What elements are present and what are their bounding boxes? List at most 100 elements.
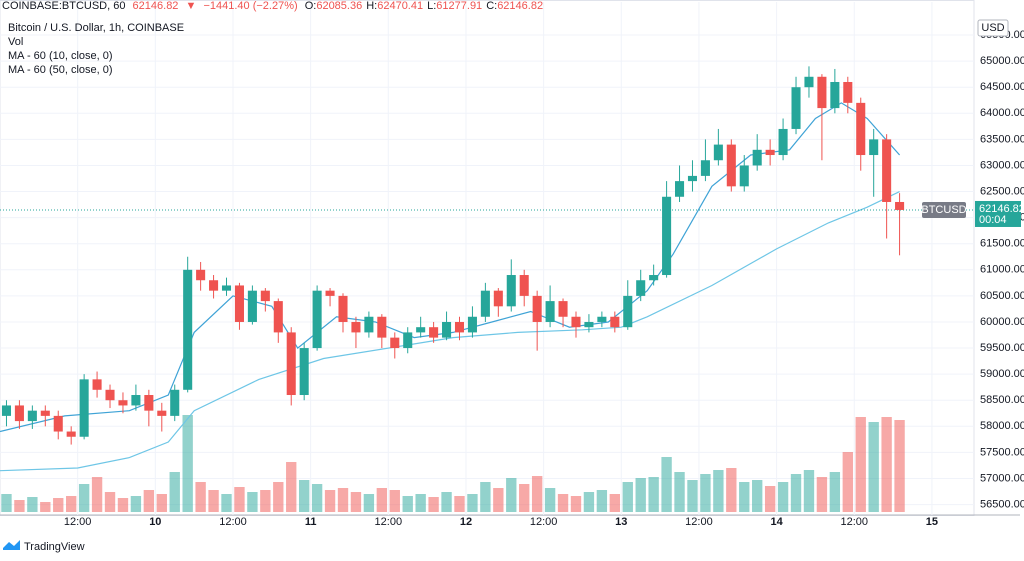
- candle-body: [92, 379, 102, 390]
- candle-body: [869, 139, 879, 156]
- volume-bar: [78, 484, 90, 512]
- candle-body: [713, 144, 723, 161]
- volume-bar: [842, 452, 853, 512]
- y-tick-label: 57000.00: [980, 472, 1024, 484]
- volume-bar: [53, 498, 64, 512]
- volume-bar: [428, 497, 439, 512]
- change: −1441.40 (−2.27%): [203, 0, 298, 12]
- y-tick-label: 59000.00: [980, 368, 1024, 380]
- candle-body: [118, 400, 128, 406]
- candle-body: [79, 379, 89, 437]
- candle-body: [623, 295, 633, 328]
- ohlc-label: L:: [427, 0, 437, 12]
- candle-body: [558, 301, 568, 317]
- legend-entry: MA - 60 (50, close, 0): [8, 64, 113, 76]
- ohlc: O:62085.36 H:62470.41 L:61277.91 C:62146.82: [305, 0, 547, 12]
- volume-bar: [635, 478, 646, 512]
- x-tick-label: 13: [615, 516, 627, 528]
- volume-bar: [91, 477, 103, 512]
- volume-bar: [506, 478, 517, 512]
- candle-body: [493, 290, 503, 307]
- volume-bar: [247, 492, 258, 512]
- ohlc-value: 62470.41: [377, 0, 424, 12]
- candle-body: [778, 128, 788, 156]
- volume-bar: [531, 476, 543, 512]
- price-tag: [975, 200, 1021, 227]
- volume-bar: [713, 470, 724, 512]
- candle-body: [830, 81, 840, 109]
- volume-bar: [829, 472, 841, 512]
- volume-bar: [286, 462, 297, 512]
- volume-bar: [208, 490, 219, 512]
- volume-bar: [156, 494, 167, 512]
- candle-body: [480, 290, 490, 317]
- candle-body: [66, 431, 76, 437]
- candle-body: [312, 290, 322, 349]
- volume-bar: [337, 488, 349, 512]
- volume-bar: [467, 494, 478, 512]
- volume-bar: [790, 474, 802, 512]
- volume-bar: [273, 482, 284, 512]
- candle-body: [403, 332, 413, 349]
- header: COINBASE:BTCUSD, 60 62146.82 ▼ −1441.40 …: [2, 0, 551, 12]
- symbol-tag-label: BTCUSD: [921, 204, 966, 216]
- candle-body: [221, 285, 232, 291]
- volume-bar: [40, 502, 51, 512]
- volume-bar: [169, 472, 180, 512]
- volume-bar: [816, 477, 828, 512]
- candle-body: [53, 415, 63, 432]
- volume-bar: [752, 480, 763, 512]
- volume-bar: [324, 490, 336, 512]
- y-tick-label: 58500.00: [980, 394, 1024, 406]
- y-tick-label: 57500.00: [980, 446, 1024, 458]
- volume-bar: [726, 468, 737, 512]
- y-tick-label: 64000.00: [980, 107, 1024, 119]
- volume-bar: [195, 482, 206, 512]
- ohlc-label: C:: [486, 0, 498, 12]
- candle-body: [545, 301, 555, 322]
- candle-body: [739, 165, 749, 187]
- y-tick-label: 56500.00: [980, 498, 1024, 510]
- candle-body: [144, 395, 154, 411]
- arrow: ▼: [185, 0, 197, 12]
- volume-bar: [609, 494, 620, 512]
- candle-body: [234, 285, 244, 322]
- plot-border: [0, 0, 975, 516]
- volume-bar: [855, 417, 866, 512]
- volume-bar: [363, 494, 375, 512]
- volume-bar: [104, 492, 116, 512]
- x-tick-label: 12:00: [530, 516, 558, 528]
- candle-body: [273, 301, 283, 333]
- unit-box: [977, 19, 1009, 37]
- volume-bar: [803, 470, 815, 512]
- x-tick-label: 12:00: [841, 516, 869, 528]
- volume-bar: [674, 472, 685, 512]
- volume-bar: [480, 482, 491, 512]
- candle-body: [351, 321, 361, 333]
- x-tick-label: 14: [770, 516, 783, 528]
- candle-body: [765, 149, 775, 156]
- candle-body: [27, 410, 37, 422]
- candle-body: [338, 295, 348, 322]
- volume-bar: [661, 457, 672, 512]
- symbol-tag: [922, 201, 966, 218]
- volume-bar: [1, 494, 12, 512]
- candle-body: [610, 316, 620, 328]
- ohlc-value: 62085.36: [316, 0, 363, 12]
- ohlc-value: 62146.82: [497, 0, 544, 12]
- candle-body: [882, 139, 892, 202]
- volume-bar: [441, 492, 452, 512]
- brand-logo: [3, 540, 20, 550]
- y-tick-label: 60500.00: [980, 290, 1024, 302]
- candle-body: [196, 269, 206, 281]
- candle-body: [299, 348, 309, 396]
- y-tick-label: 64500.00: [980, 81, 1024, 93]
- candle-body: [791, 87, 801, 129]
- y-tick-label: 58000.00: [980, 420, 1024, 432]
- candle-body: [843, 81, 853, 103]
- x-tick-label: 12:00: [219, 516, 247, 528]
- volume-bar: [143, 490, 155, 512]
- candle-body: [467, 316, 477, 333]
- candle-body: [157, 410, 167, 416]
